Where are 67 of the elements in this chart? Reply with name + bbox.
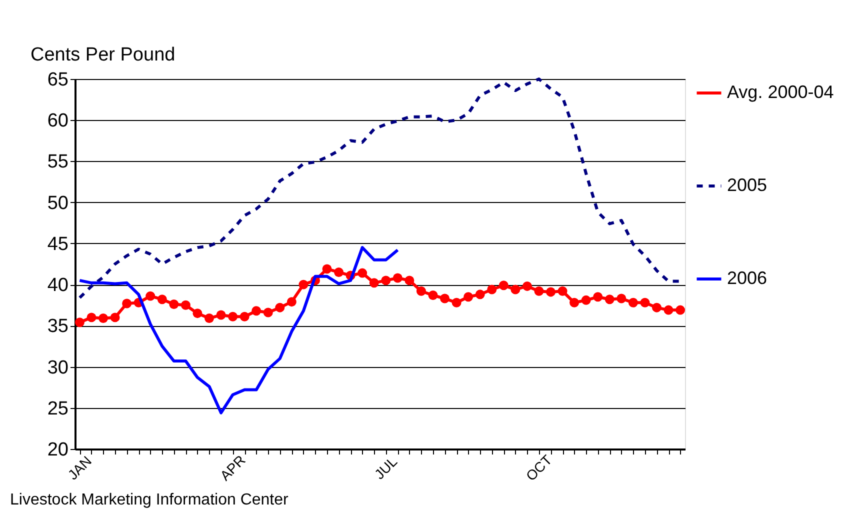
point — [334, 267, 344, 277]
point — [640, 298, 650, 308]
text: Livestock Marketing Information Center — [10, 491, 290, 508]
point — [204, 314, 214, 323]
point — [510, 284, 520, 294]
legend-label: 2005 — [727, 175, 768, 195]
y-axis-title: Cents Per Pound — [30, 44, 176, 66]
point — [369, 278, 379, 288]
point — [216, 310, 226, 320]
y-tick-label: 45 — [47, 234, 68, 255]
point — [169, 300, 179, 310]
point — [275, 302, 285, 312]
point — [180, 300, 190, 310]
point — [664, 305, 674, 315]
y-tick-label: 55 — [47, 152, 68, 173]
point — [464, 292, 474, 302]
y-tick-label: 30 — [47, 357, 68, 378]
y-tick-label: 60 — [47, 110, 68, 132]
point — [381, 276, 391, 286]
y-tick-label: 35 — [47, 316, 68, 338]
point — [452, 298, 462, 308]
point — [298, 280, 308, 290]
y-tick-label: 25 — [47, 398, 68, 420]
point — [146, 291, 156, 301]
point — [322, 264, 332, 274]
point — [498, 280, 508, 290]
point — [593, 292, 603, 302]
point — [428, 290, 438, 300]
point — [558, 286, 568, 296]
y-tick-label: 50 — [47, 192, 68, 214]
point — [192, 308, 202, 318]
legend-label: Avg. 2000-04 — [727, 82, 834, 102]
point — [122, 298, 132, 308]
point — [522, 281, 532, 291]
point — [546, 287, 556, 297]
point — [240, 312, 250, 322]
point — [416, 286, 426, 296]
point — [604, 294, 614, 304]
point — [252, 306, 262, 316]
legend-label: 2006 — [727, 268, 768, 288]
point — [392, 273, 402, 283]
point — [263, 308, 273, 318]
point — [581, 295, 591, 305]
point — [487, 284, 497, 294]
point — [570, 298, 580, 308]
x-tick-label: JUL — [371, 453, 400, 482]
point — [228, 312, 238, 322]
y-tick-label: 65 — [47, 70, 68, 90]
point — [86, 312, 96, 322]
point — [652, 302, 662, 312]
y-tick-label: 20 — [47, 440, 68, 460]
point — [286, 297, 296, 307]
point — [676, 305, 686, 315]
point — [534, 286, 544, 296]
point — [475, 290, 485, 300]
point — [616, 294, 626, 304]
point — [440, 294, 450, 304]
point — [628, 298, 638, 308]
point — [98, 314, 108, 323]
point — [110, 312, 120, 322]
y-tick-label: 40 — [47, 275, 68, 296]
point — [157, 294, 167, 304]
point — [404, 276, 414, 286]
point — [74, 318, 84, 328]
line-series — [78, 78, 682, 300]
point — [358, 268, 368, 278]
line-series — [78, 246, 400, 414]
